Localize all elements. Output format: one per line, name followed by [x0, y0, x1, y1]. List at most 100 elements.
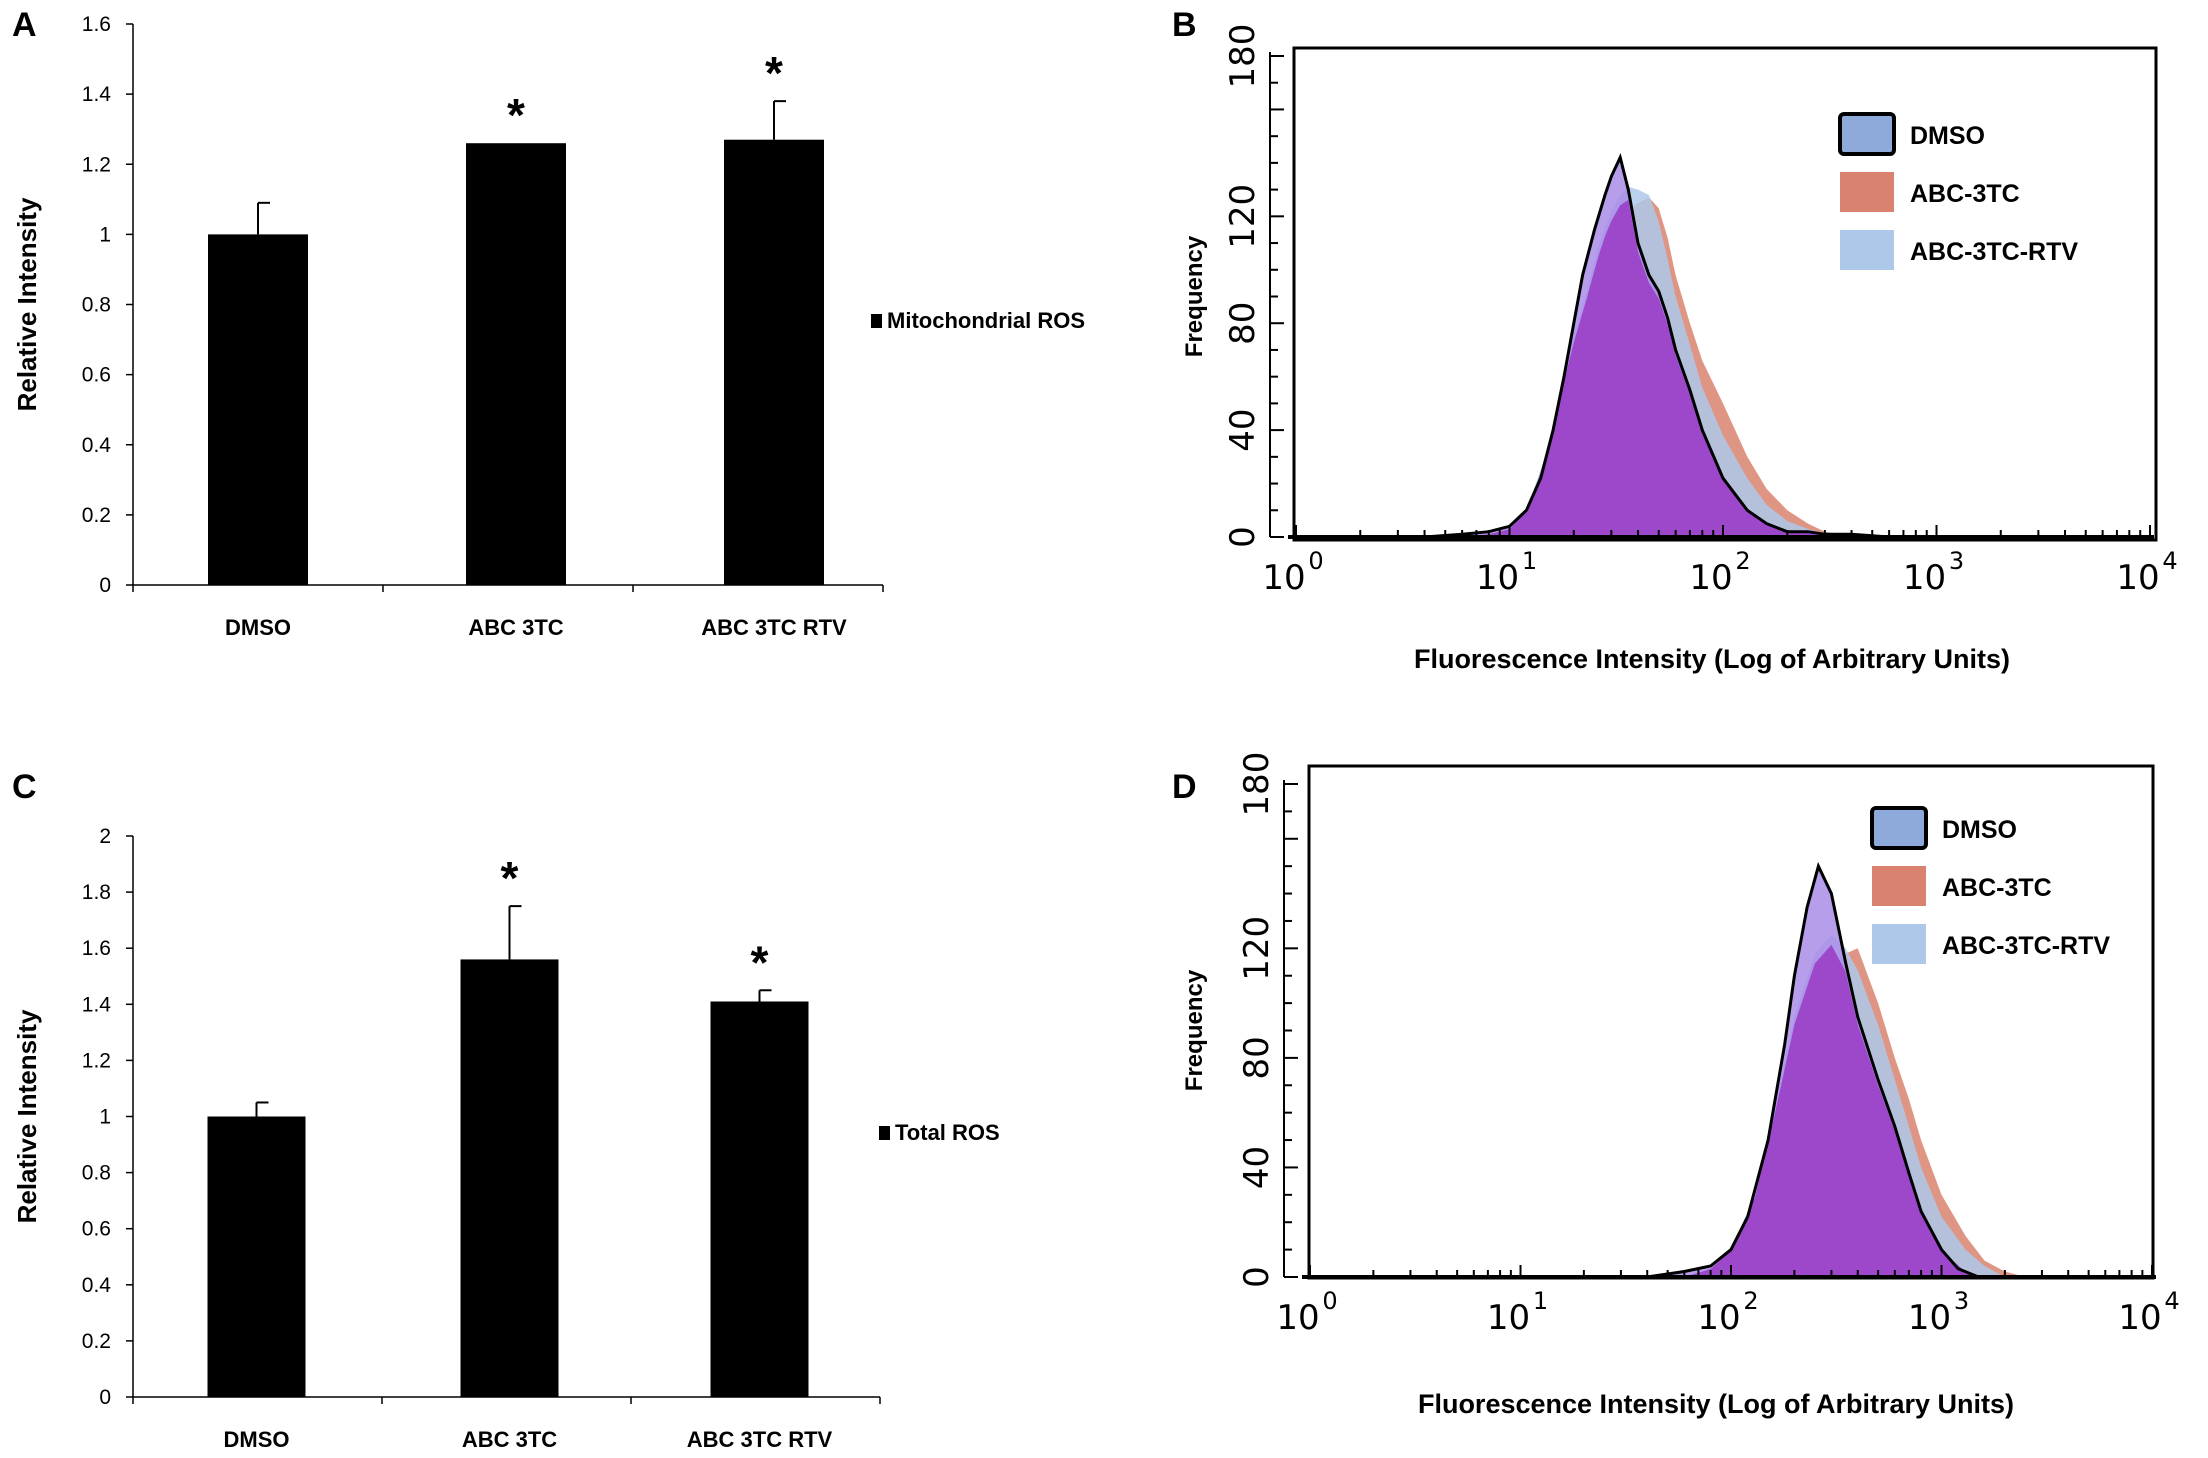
y-tick-label: 180 [1237, 752, 1277, 817]
bar [207, 1116, 306, 1397]
significance-marker: * [765, 47, 783, 99]
bar [710, 1001, 809, 1397]
legend-label: ABC-3TC [1910, 180, 2020, 208]
x-tick-label-base: 10 [2116, 558, 2159, 598]
category-label: DMSO [224, 1427, 290, 1452]
category-label: ABC 3TC [468, 615, 563, 640]
legend-swatch-abc-3tc-rtv [1840, 230, 1894, 270]
significance-marker: * [501, 852, 519, 904]
category-label: ABC 3TC [462, 1427, 557, 1452]
x-tick-label-exponent: 1 [1533, 1287, 1548, 1315]
x-tick-label-base: 10 [1262, 558, 1305, 598]
legend-swatch [879, 1126, 890, 1140]
bar [208, 234, 308, 585]
y-tick-label: 1.8 [82, 881, 111, 904]
legend-label: Total ROS [895, 1120, 1000, 1145]
legend-swatch-abc-3tc [1872, 866, 1926, 906]
x-tick-label-base: 10 [1903, 558, 1946, 598]
category-label: ABC 3TC RTV [687, 1427, 833, 1452]
y-tick-label: 40 [1223, 408, 1263, 451]
bar [466, 143, 566, 585]
y-tick-label: 1 [99, 223, 111, 246]
legend-label: ABC-3TC [1942, 874, 2052, 902]
y-tick-label: 120 [1223, 184, 1263, 249]
significance-marker: * [751, 936, 769, 988]
x-tick-label-base: 10 [1276, 1298, 1319, 1338]
panel-label-b: B [1172, 6, 1197, 44]
y-tick-label: 1.4 [82, 83, 112, 106]
category-label: DMSO [225, 615, 291, 640]
y-tick-label: 0 [1237, 1266, 1277, 1288]
y-axis-label: Frequency [1181, 235, 1208, 357]
plot-frame [1307, 764, 2155, 1280]
x-tick-label-exponent: 3 [1949, 547, 1964, 575]
y-tick-label: 1.6 [82, 13, 111, 36]
legend-swatch-abc-3tc-rtv [1872, 924, 1926, 964]
x-tick-label-exponent: 0 [1308, 547, 1323, 575]
legend-swatch [871, 314, 882, 328]
y-tick-label: 0 [99, 574, 111, 597]
panel-a-bar-chart: 0 0.2 0.4 0.6 0.8 1 1.2 1.4 1.6 DMSO * ABC 3TC * ABC … [12, 13, 1085, 640]
y-axis-label: Relative Intensity [12, 1009, 42, 1223]
y-tick-label: 1.2 [82, 153, 111, 176]
significance-marker: * [507, 89, 525, 141]
panel-label-a: A [12, 6, 37, 44]
y-tick-label: 0 [1223, 526, 1263, 548]
y-tick-label: 0.4 [82, 1274, 112, 1297]
histogram-outline-dmso [1646, 861, 1980, 1279]
y-tick-label: 1.2 [82, 1049, 111, 1072]
legend-swatch-dmso [1838, 112, 1896, 156]
legend-label: DMSO [1942, 816, 2017, 844]
y-tick-label: 1.4 [82, 993, 112, 1016]
y-axis-label: Relative Intensity [12, 197, 42, 411]
y-tick-label: 0.8 [82, 1162, 111, 1185]
x-tick-label-exponent: 1 [1522, 547, 1537, 575]
panel-label-d: D [1172, 768, 1197, 806]
x-tick-label-exponent: 2 [1735, 547, 1750, 575]
x-tick-label-exponent: 3 [1954, 1287, 1969, 1315]
x-tick-label-base: 10 [1697, 1298, 1740, 1338]
y-tick-label: 120 [1237, 916, 1277, 981]
x-axis-label: Fluorescence Intensity (Log of Arbitrary… [1414, 644, 2010, 674]
y-tick-label: 0.8 [82, 294, 111, 317]
x-tick-label-base: 10 [1487, 1298, 1530, 1338]
y-tick-label: 0.6 [82, 364, 111, 387]
x-tick-label-base: 10 [1476, 558, 1519, 598]
y-tick-label: 40 [1237, 1146, 1277, 1189]
category-label: ABC 3TC RTV [701, 615, 847, 640]
x-axis-label: Fluorescence Intensity (Log of Arbitrary… [1418, 1389, 2014, 1419]
y-tick-label: 0.4 [82, 434, 112, 457]
plot-frame [1292, 46, 2158, 542]
x-tick-label-exponent: 4 [2162, 547, 2177, 575]
y-axis-label: Frequency [1181, 969, 1208, 1091]
bar [724, 139, 824, 586]
x-tick-label-exponent: 4 [2164, 1287, 2179, 1315]
y-tick-label: 0.2 [82, 504, 111, 527]
histogram-overlap-area [1445, 200, 1852, 537]
legend-label: ABC-3TC-RTV [1942, 932, 2110, 960]
legend-label: DMSO [1910, 122, 1985, 150]
x-tick-label-exponent: 0 [1322, 1287, 1337, 1315]
x-tick-label-base: 10 [1908, 1298, 1951, 1338]
histogram-overlap-area [1684, 944, 2005, 1277]
y-tick-label: 1 [99, 1106, 111, 1129]
y-tick-label: 0.2 [82, 1330, 111, 1353]
panel-c-bar-chart: 0 0.2 0.4 0.6 0.8 1 1.2 1.4 1.6 1.8 2 DMSO * ABC 3TC *… [12, 825, 1000, 1452]
x-tick-label-base: 10 [1689, 558, 1732, 598]
y-tick-label: 80 [1223, 302, 1263, 345]
x-tick-label-exponent: 2 [1743, 1287, 1758, 1315]
x-tick-label-base: 10 [2118, 1298, 2161, 1338]
y-tick-label: 1.6 [82, 937, 111, 960]
y-tick-label: 2 [99, 825, 111, 848]
y-tick-label: 80 [1237, 1036, 1277, 1079]
legend-swatch-dmso [1870, 806, 1928, 850]
y-tick-label: 180 [1223, 24, 1263, 89]
legend-swatch-abc-3tc [1840, 172, 1894, 212]
y-tick-label: 0 [99, 1386, 111, 1409]
y-tick-label: 0.6 [82, 1218, 111, 1241]
histogram-outline-dmso [1424, 153, 1890, 539]
bar [460, 959, 559, 1397]
